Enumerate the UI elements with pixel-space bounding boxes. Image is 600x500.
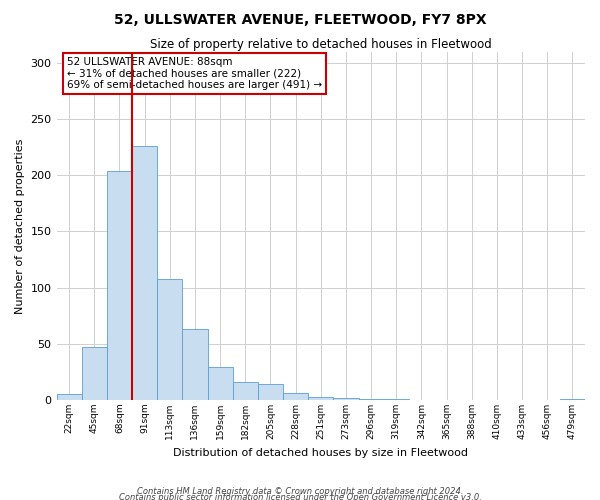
Bar: [283, 394, 308, 400]
Bar: [157, 278, 182, 400]
Y-axis label: Number of detached properties: Number of detached properties: [15, 138, 25, 314]
Bar: [208, 368, 233, 400]
Bar: [359, 399, 383, 400]
Bar: [560, 399, 585, 400]
Bar: [258, 384, 283, 400]
Bar: [132, 146, 157, 400]
Bar: [82, 347, 107, 400]
Bar: [182, 329, 208, 400]
Bar: [107, 171, 132, 400]
Text: Contains HM Land Registry data © Crown copyright and database right 2024.: Contains HM Land Registry data © Crown c…: [137, 487, 463, 496]
Text: 52 ULLSWATER AVENUE: 88sqm
← 31% of detached houses are smaller (222)
69% of sem: 52 ULLSWATER AVENUE: 88sqm ← 31% of deta…: [67, 57, 322, 90]
Bar: [233, 382, 258, 400]
Bar: [308, 396, 334, 400]
Text: 52, ULLSWATER AVENUE, FLEETWOOD, FY7 8PX: 52, ULLSWATER AVENUE, FLEETWOOD, FY7 8PX: [113, 12, 487, 26]
X-axis label: Distribution of detached houses by size in Fleetwood: Distribution of detached houses by size …: [173, 448, 468, 458]
Title: Size of property relative to detached houses in Fleetwood: Size of property relative to detached ho…: [150, 38, 491, 51]
Text: Contains public sector information licensed under the Open Government Licence v3: Contains public sector information licen…: [119, 492, 481, 500]
Bar: [56, 394, 82, 400]
Bar: [334, 398, 359, 400]
Bar: [383, 399, 409, 400]
